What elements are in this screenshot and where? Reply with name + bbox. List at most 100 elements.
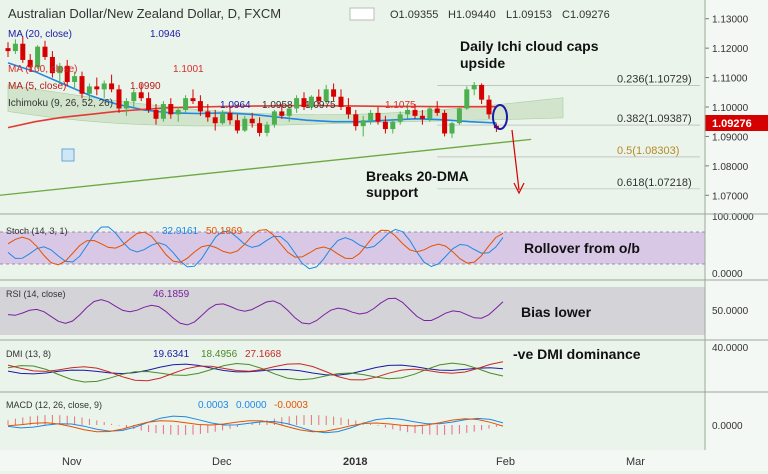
candle-body bbox=[138, 92, 144, 99]
dmi-value-adx: 19.6341 bbox=[153, 349, 190, 360]
stoch-k-line bbox=[7, 226, 504, 270]
y-tick-label: 1.11000 bbox=[712, 74, 748, 85]
time-tick-label: Feb bbox=[496, 456, 515, 468]
stoch-label[interactable]: Stoch (14, 3, 1) bbox=[6, 226, 68, 236]
rsi-label[interactable]: RSI (14, close) bbox=[6, 289, 66, 299]
candle-body bbox=[146, 98, 152, 110]
candle-body bbox=[168, 104, 174, 115]
candle-body bbox=[123, 101, 129, 109]
price-axis bbox=[705, 0, 768, 471]
price-badge: 1.09276 bbox=[712, 118, 752, 130]
time-tick-label: Nov bbox=[62, 456, 82, 468]
ma100-label[interactable]: MA (100, close) bbox=[8, 64, 77, 75]
visibility-toggle[interactable] bbox=[349, 7, 375, 21]
macd-value: 0.0003 bbox=[198, 400, 229, 411]
stoch-tick-0: 0.0000 bbox=[712, 269, 743, 280]
y-tick-label: 1.08000 bbox=[712, 162, 749, 173]
candle-body bbox=[20, 43, 26, 60]
rsi-panel: RSI (14, close) 46.1859 Bias lower 50.00… bbox=[0, 281, 749, 339]
fib-label: 0.382(1.09387) bbox=[617, 113, 692, 125]
candle-body bbox=[456, 108, 462, 124]
candle-body bbox=[116, 89, 122, 109]
price-badge-bg bbox=[705, 115, 768, 131]
bias-annotation: Bias lower bbox=[521, 304, 592, 320]
candle-body bbox=[79, 76, 85, 94]
macd-line bbox=[7, 415, 504, 434]
dmi-label[interactable]: DMI (13, 8) bbox=[6, 349, 51, 359]
time-tick-label: Dec bbox=[212, 456, 232, 468]
candle-body bbox=[131, 92, 137, 102]
stoch-tick-100: 100.0000 bbox=[712, 212, 754, 223]
time-axis: Nov Dec 2018 Feb Mar bbox=[0, 450, 768, 471]
macd-label[interactable]: MACD (12, 26, close, 9) bbox=[6, 400, 102, 410]
symbol-title: Australian Dollar/New Zealand Dollar, D,… bbox=[8, 6, 281, 21]
ichimoku-label[interactable]: Ichimoku (9, 26, 52, 26) bbox=[8, 98, 113, 109]
macd-tick-0: 0.0000 bbox=[712, 421, 743, 432]
candle-body bbox=[190, 98, 196, 102]
candle-body bbox=[183, 98, 189, 110]
y-tick-label: 1.09000 bbox=[712, 132, 749, 143]
candle-body bbox=[271, 111, 277, 125]
candle-body bbox=[160, 104, 166, 119]
candle-body bbox=[175, 109, 181, 115]
fibonacci-levels: 0.236(1.10729) 0.382(1.09387) 0.5(1.08303)… bbox=[437, 74, 700, 190]
candle-body bbox=[42, 46, 48, 57]
chart-value-labels: 1.0964 1.0958 1.0975 1.1075 bbox=[220, 100, 416, 111]
candle-body bbox=[257, 123, 263, 133]
dmi-tick-40: 40.0000 bbox=[712, 343, 749, 354]
chart-label-3: 1.1075 bbox=[385, 100, 416, 111]
candle-body bbox=[449, 123, 455, 134]
y-tick-label: 1.10000 bbox=[712, 103, 749, 114]
candle-body bbox=[434, 108, 440, 113]
collapse-legend-icon[interactable] bbox=[61, 148, 75, 162]
signal-line bbox=[7, 418, 504, 433]
candle-body bbox=[471, 84, 477, 90]
candle-body bbox=[72, 76, 78, 82]
candle-body bbox=[412, 109, 418, 116]
candle-body bbox=[153, 109, 159, 119]
candle-body bbox=[397, 114, 403, 122]
candle-body bbox=[5, 48, 11, 52]
candle-body bbox=[264, 124, 270, 133]
candle-body bbox=[12, 43, 18, 52]
candle-body bbox=[464, 89, 470, 109]
candle-body bbox=[301, 98, 307, 107]
overlay-legend: MA (20, close) 1.0946 MA (100, close) 1.… bbox=[8, 29, 204, 162]
support-trendline bbox=[0, 138, 532, 196]
candle-body bbox=[205, 111, 211, 118]
candle-body bbox=[368, 112, 374, 121]
candle-body bbox=[323, 89, 329, 102]
candle-body bbox=[390, 121, 396, 130]
candle-body bbox=[345, 107, 351, 115]
candle-body bbox=[360, 120, 366, 127]
macd-panel: MACD (12, 26, close, 9) 0.0003 0.0000 -0… bbox=[0, 393, 743, 449]
candle-body bbox=[375, 112, 381, 122]
ohlc-open: O1.09355 bbox=[390, 9, 438, 21]
candle-body bbox=[49, 56, 55, 74]
highlight-circle bbox=[492, 104, 508, 130]
y-tick-label: 1.12000 bbox=[712, 44, 749, 55]
candle-body bbox=[353, 114, 359, 127]
dmi-annotation: -ve DMI dominance bbox=[513, 346, 641, 362]
candle-body bbox=[308, 96, 314, 107]
candle-body bbox=[57, 65, 63, 74]
chart-label-2: 1.0975 bbox=[305, 100, 336, 111]
dma-annotation-line1: Breaks 20-DMA bbox=[366, 168, 469, 184]
ma20-value: 1.0946 bbox=[150, 29, 181, 40]
rsi-value: 46.1859 bbox=[153, 289, 190, 300]
ma5-label[interactable]: MA (5, close) bbox=[8, 81, 66, 92]
candle-body bbox=[331, 89, 337, 97]
candle-body bbox=[94, 86, 100, 90]
y-axis-ticks: 1.13000 1.12000 1.11000 1.10000 1.09000 1.080… bbox=[705, 15, 749, 202]
stoch-panel: Stoch (14, 3, 1) 32.9161 50.1869 Rollove… bbox=[0, 212, 754, 280]
down-arrow bbox=[511, 129, 520, 191]
ichi-annotation-line1: Daily Ichi cloud caps bbox=[460, 38, 599, 54]
down-arrow-head bbox=[513, 182, 525, 195]
ma20-label[interactable]: MA (20, close) bbox=[8, 29, 72, 40]
chart-label-0: 1.0958 bbox=[262, 100, 293, 111]
fib-label: 0.5(1.08303) bbox=[617, 145, 679, 157]
candle-body bbox=[382, 121, 388, 130]
ohlc-low: L1.09153 bbox=[506, 9, 552, 21]
